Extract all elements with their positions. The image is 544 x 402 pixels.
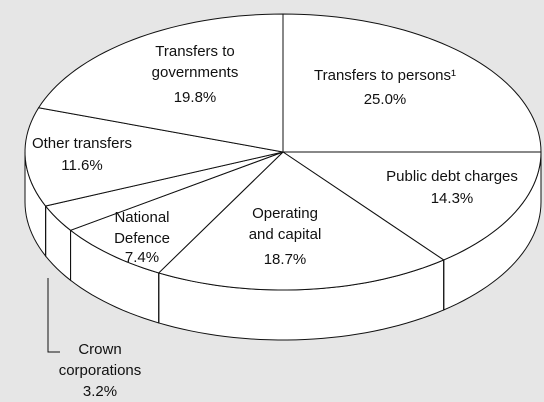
value-label: 19.8%	[174, 89, 217, 106]
slice	[37, 13, 284, 153]
slice	[281, 151, 542, 261]
slice-label: Transfers to governments	[152, 43, 239, 81]
pie	[24, 13, 542, 341]
value-label: 11.6%	[61, 157, 102, 174]
value-label: 7.4%	[125, 249, 159, 266]
slice	[44, 151, 284, 231]
slice-label: Other transfers	[32, 135, 132, 152]
slice	[69, 151, 284, 274]
slice-label: Crown corporations	[59, 341, 142, 379]
slice	[282, 13, 542, 153]
value-label: 18.7%	[264, 251, 307, 268]
value-label: 14.3%	[431, 190, 474, 207]
slice-label: National Defence	[114, 209, 170, 247]
slice-label: Public debt charges	[386, 168, 518, 185]
slice	[157, 151, 445, 291]
slice	[24, 107, 284, 207]
leader-line	[47, 278, 60, 353]
slice-label: Transfers to persons¹	[314, 67, 456, 84]
value-label: 3.2%	[83, 383, 117, 400]
value-label: 25.0%	[364, 91, 407, 108]
slice-label: Operating and capital	[249, 205, 322, 243]
